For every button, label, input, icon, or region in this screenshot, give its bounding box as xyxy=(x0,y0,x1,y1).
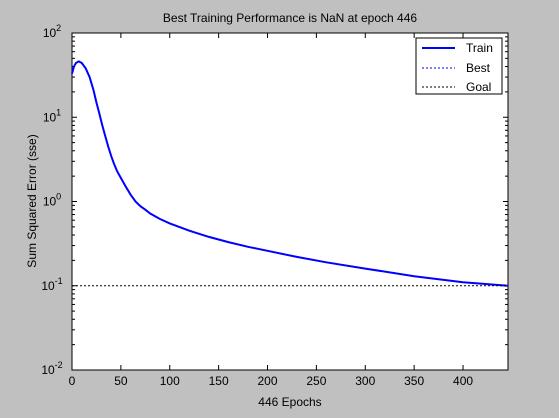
y-tick-label: 10-1 xyxy=(41,276,62,293)
y-tick-label: 101 xyxy=(43,107,61,124)
x-tick-label: 150 xyxy=(209,374,229,388)
x-tick-label: 300 xyxy=(355,374,375,388)
legend-label-best: Best xyxy=(466,61,491,75)
y-axis-label: Sum Squared Error (sse) xyxy=(25,134,39,267)
y-tick-label: 100 xyxy=(43,192,61,209)
x-tick-label: 350 xyxy=(404,374,424,388)
x-axis-label: 446 Epochs xyxy=(258,395,321,409)
series-line-train xyxy=(71,60,509,287)
x-tick-label: 250 xyxy=(306,374,326,388)
y-tick-label: 10-2 xyxy=(41,360,62,377)
x-tick-label: 400 xyxy=(453,374,473,388)
legend-label-goal: Goal xyxy=(466,80,491,94)
y-tick-label: 102 xyxy=(43,23,61,40)
x-tick-label: 50 xyxy=(114,374,128,388)
legend: Train Best Goal xyxy=(415,37,503,95)
x-tick-label: 0 xyxy=(69,374,76,388)
legend-label-train: Train xyxy=(466,41,493,55)
chart-title: Best Training Performance is NaN at epoc… xyxy=(163,11,417,25)
x-tick-label: 100 xyxy=(160,374,180,388)
x-tick-label: 200 xyxy=(258,374,278,388)
